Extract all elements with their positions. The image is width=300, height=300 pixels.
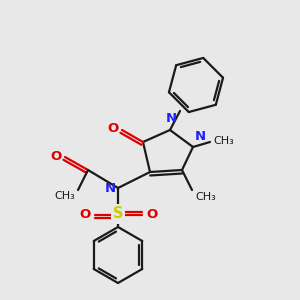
Text: CH₃: CH₃ [213, 136, 234, 146]
Text: S: S [113, 206, 123, 221]
Text: O: O [108, 122, 119, 136]
Text: CH₃: CH₃ [195, 192, 216, 202]
Text: N: N [105, 182, 116, 196]
Text: O: O [51, 149, 62, 163]
Text: N: N [165, 112, 177, 125]
Text: O: O [146, 208, 157, 220]
Text: N: N [195, 130, 206, 143]
Text: O: O [80, 208, 91, 220]
Text: CH₃: CH₃ [54, 191, 75, 201]
